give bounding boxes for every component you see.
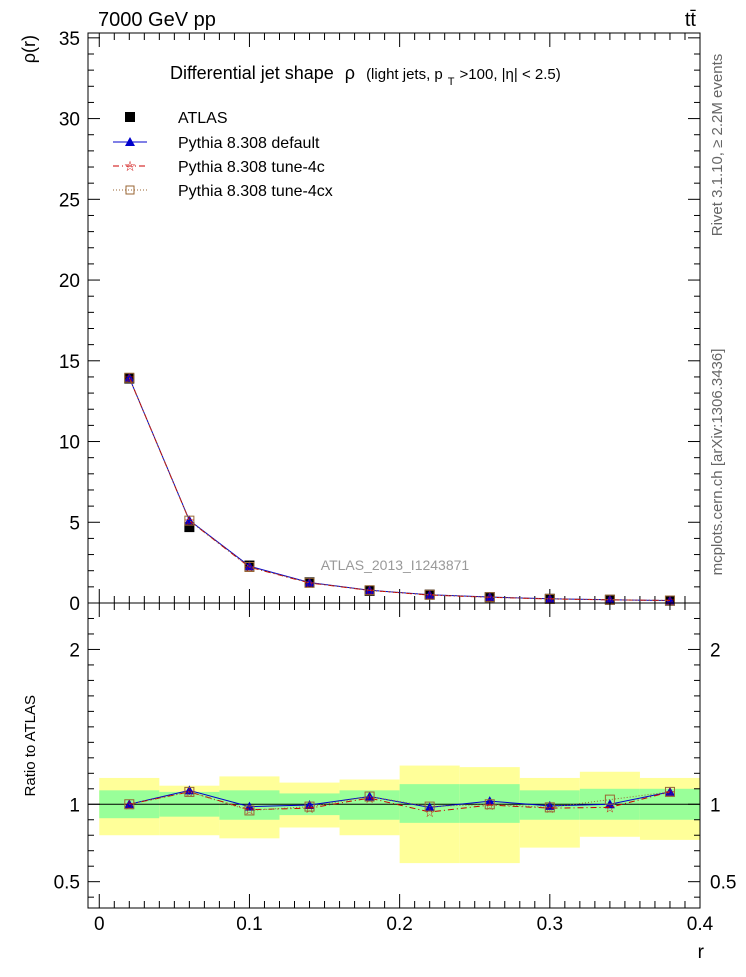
- title-tail: >100, |η| < 2.5): [460, 66, 561, 83]
- x-tick-label: 0.3: [537, 914, 563, 935]
- y-tick-label: 35: [59, 29, 80, 50]
- series-point-default: [484, 592, 495, 602]
- x-tick-label: 0.4: [687, 914, 714, 935]
- legend-label-tune4c: Pythia 8.308 tune-4c: [178, 159, 325, 176]
- analysis-watermark: ATLAS_2013_I1243871: [321, 557, 470, 573]
- series-point-default: [244, 561, 255, 571]
- x-tick-label: 0.2: [386, 914, 412, 935]
- ratio-point-tune4cx: [124, 799, 135, 810]
- ratio-point-tune4c: ☆: [544, 801, 556, 816]
- ratio-point-tune4c: ☆: [123, 797, 135, 812]
- ratio-point-tune4cx: [604, 794, 615, 805]
- legend-label-tune4cx: Pythia 8.308 tune-4cx: [178, 183, 333, 200]
- series-point-tune4cx: [424, 589, 435, 600]
- main-panel: 0 5 10 15 20 25 30 35 ☆ ☆ ☆ ☆ ☆ ☆ ☆ ☆ ☆ ☆: [59, 29, 701, 615]
- ratio-y-tick-label-right: 1: [710, 795, 721, 816]
- ratio-point-tune4cx: [244, 805, 255, 816]
- series-point-default: [424, 589, 435, 599]
- series-point-tune4c: ☆: [604, 593, 616, 608]
- ratio-point-default: [184, 785, 195, 795]
- rivet-label: Rivet 3.1.10, ≥ 2.2M events: [709, 54, 726, 237]
- series-point-tune4cx: [124, 372, 135, 383]
- title-detail: (light jets, p: [366, 66, 443, 83]
- ratio-point-tune4cx: [304, 801, 315, 812]
- y-tick-label: 0: [69, 594, 80, 615]
- y-tick-label: 15: [59, 352, 80, 373]
- ratio-point-tune4cx: [424, 801, 435, 812]
- title-sub: T: [448, 76, 455, 88]
- series-point-default: [544, 593, 555, 603]
- legend-marker-tune4cx: [125, 185, 135, 195]
- ratio-point-tune4c: ☆: [424, 805, 436, 820]
- ratio-line-tune4cx: [129, 791, 671, 811]
- ratio-point-tune4cx: [484, 799, 495, 810]
- series-point-tune4c: ☆: [244, 560, 256, 575]
- ratio-point-tune4c: ☆: [244, 803, 256, 818]
- ratio-y-tick-label-right: 0.5: [710, 873, 736, 894]
- series-point-tune4c: ☆: [664, 593, 676, 608]
- ratio-point-default: [664, 786, 675, 796]
- y-tick-label: 20: [59, 271, 80, 292]
- series-point-tune4c: ☆: [484, 590, 496, 605]
- legend-marker-tune4c: ☆: [124, 158, 137, 174]
- ratio-point-default: [304, 800, 315, 810]
- legend-label-atlas: ATLAS: [178, 110, 228, 127]
- legend-label-default: Pythia 8.308 default: [178, 135, 320, 152]
- source-label: mcplots.cern.ch [arXiv:1306.3436]: [709, 349, 726, 576]
- series-point-tune4cx: [484, 592, 495, 603]
- x-tick-label: 0: [94, 914, 105, 935]
- series-line-tune4cx: [128, 377, 670, 601]
- y-tick-label: 30: [59, 110, 80, 131]
- series-point-tune4c: ☆: [424, 588, 436, 603]
- atlas-data-point: [184, 522, 195, 533]
- ratio-point-tune4c: ☆: [184, 785, 196, 800]
- series-point-default: [124, 372, 135, 382]
- ratio-panel: 0 0.1 0.2 0.3 0.4 0.5 0.5 1 1 2 2 ☆ ☆ ☆ ☆ ☆ ☆ ☆ ☆ ☆ ☆: [54, 602, 736, 935]
- title-main: Differential jet shape: [170, 63, 334, 83]
- y-tick-label: 5: [69, 513, 80, 534]
- ratio-y-tick-label-left: 2: [69, 640, 80, 661]
- y-axis-title-main: ρ(r): [19, 35, 39, 63]
- series-point-tune4c: ☆: [304, 576, 316, 591]
- legend-marker-default: [125, 137, 135, 146]
- series-point-default: [364, 585, 375, 595]
- title-rho: ρ: [345, 63, 355, 83]
- ratio-point-tune4c: ☆: [484, 798, 496, 813]
- ratio-point-default: [484, 796, 495, 806]
- ratio-point-tune4cx: [544, 802, 555, 813]
- ratio-point-tune4c: ☆: [304, 801, 316, 816]
- legend: ATLAS Pythia 8.308 default ☆ Pythia 8.30…: [113, 110, 333, 200]
- ratio-point-tune4cx: [184, 786, 195, 797]
- ratio-point-tune4c: ☆: [364, 791, 376, 806]
- y-tick-label: 10: [59, 433, 80, 454]
- series-point-tune4cx: [244, 561, 255, 572]
- series-point-default: [304, 577, 315, 587]
- series-point-tune4c: ☆: [184, 514, 196, 529]
- ratio-y-tick-label-left: 1: [69, 795, 80, 816]
- series-point-tune4cx: [304, 577, 315, 588]
- ratio-y-tick-label-left: 0.5: [54, 873, 80, 894]
- header-energy: 7000 GeV pp: [98, 9, 216, 31]
- y-axis-title-ratio: Ratio to ATLAS: [22, 695, 39, 796]
- ratio-frame: [87, 602, 701, 909]
- ratio-point-tune4c: ☆: [664, 785, 676, 800]
- plot-title: Differential jet shape ρ (light jets, p …: [170, 63, 561, 89]
- ratio-point-tune4cx: [364, 791, 375, 802]
- series-point-tune4cx: [184, 515, 195, 526]
- header-process: tt̄: [685, 9, 697, 31]
- series-point-tune4c: ☆: [364, 583, 376, 598]
- ratio-point-default: [544, 800, 555, 810]
- ratio-y-tick-label-right: 2: [710, 640, 721, 661]
- ratio-point-tune4cx: [664, 786, 675, 797]
- x-tick-label: 0.1: [236, 914, 262, 935]
- legend-marker-atlas: [125, 112, 135, 122]
- ratio-point-tune4c: ☆: [604, 800, 616, 815]
- ratio-line-default: [129, 789, 671, 808]
- x-axis-title: r: [698, 942, 705, 963]
- series-point-tune4cx: [364, 585, 375, 596]
- y-tick-label: 25: [59, 190, 80, 211]
- series-point-tune4c: ☆: [544, 592, 556, 607]
- ratio-line-tune4c: [129, 791, 671, 813]
